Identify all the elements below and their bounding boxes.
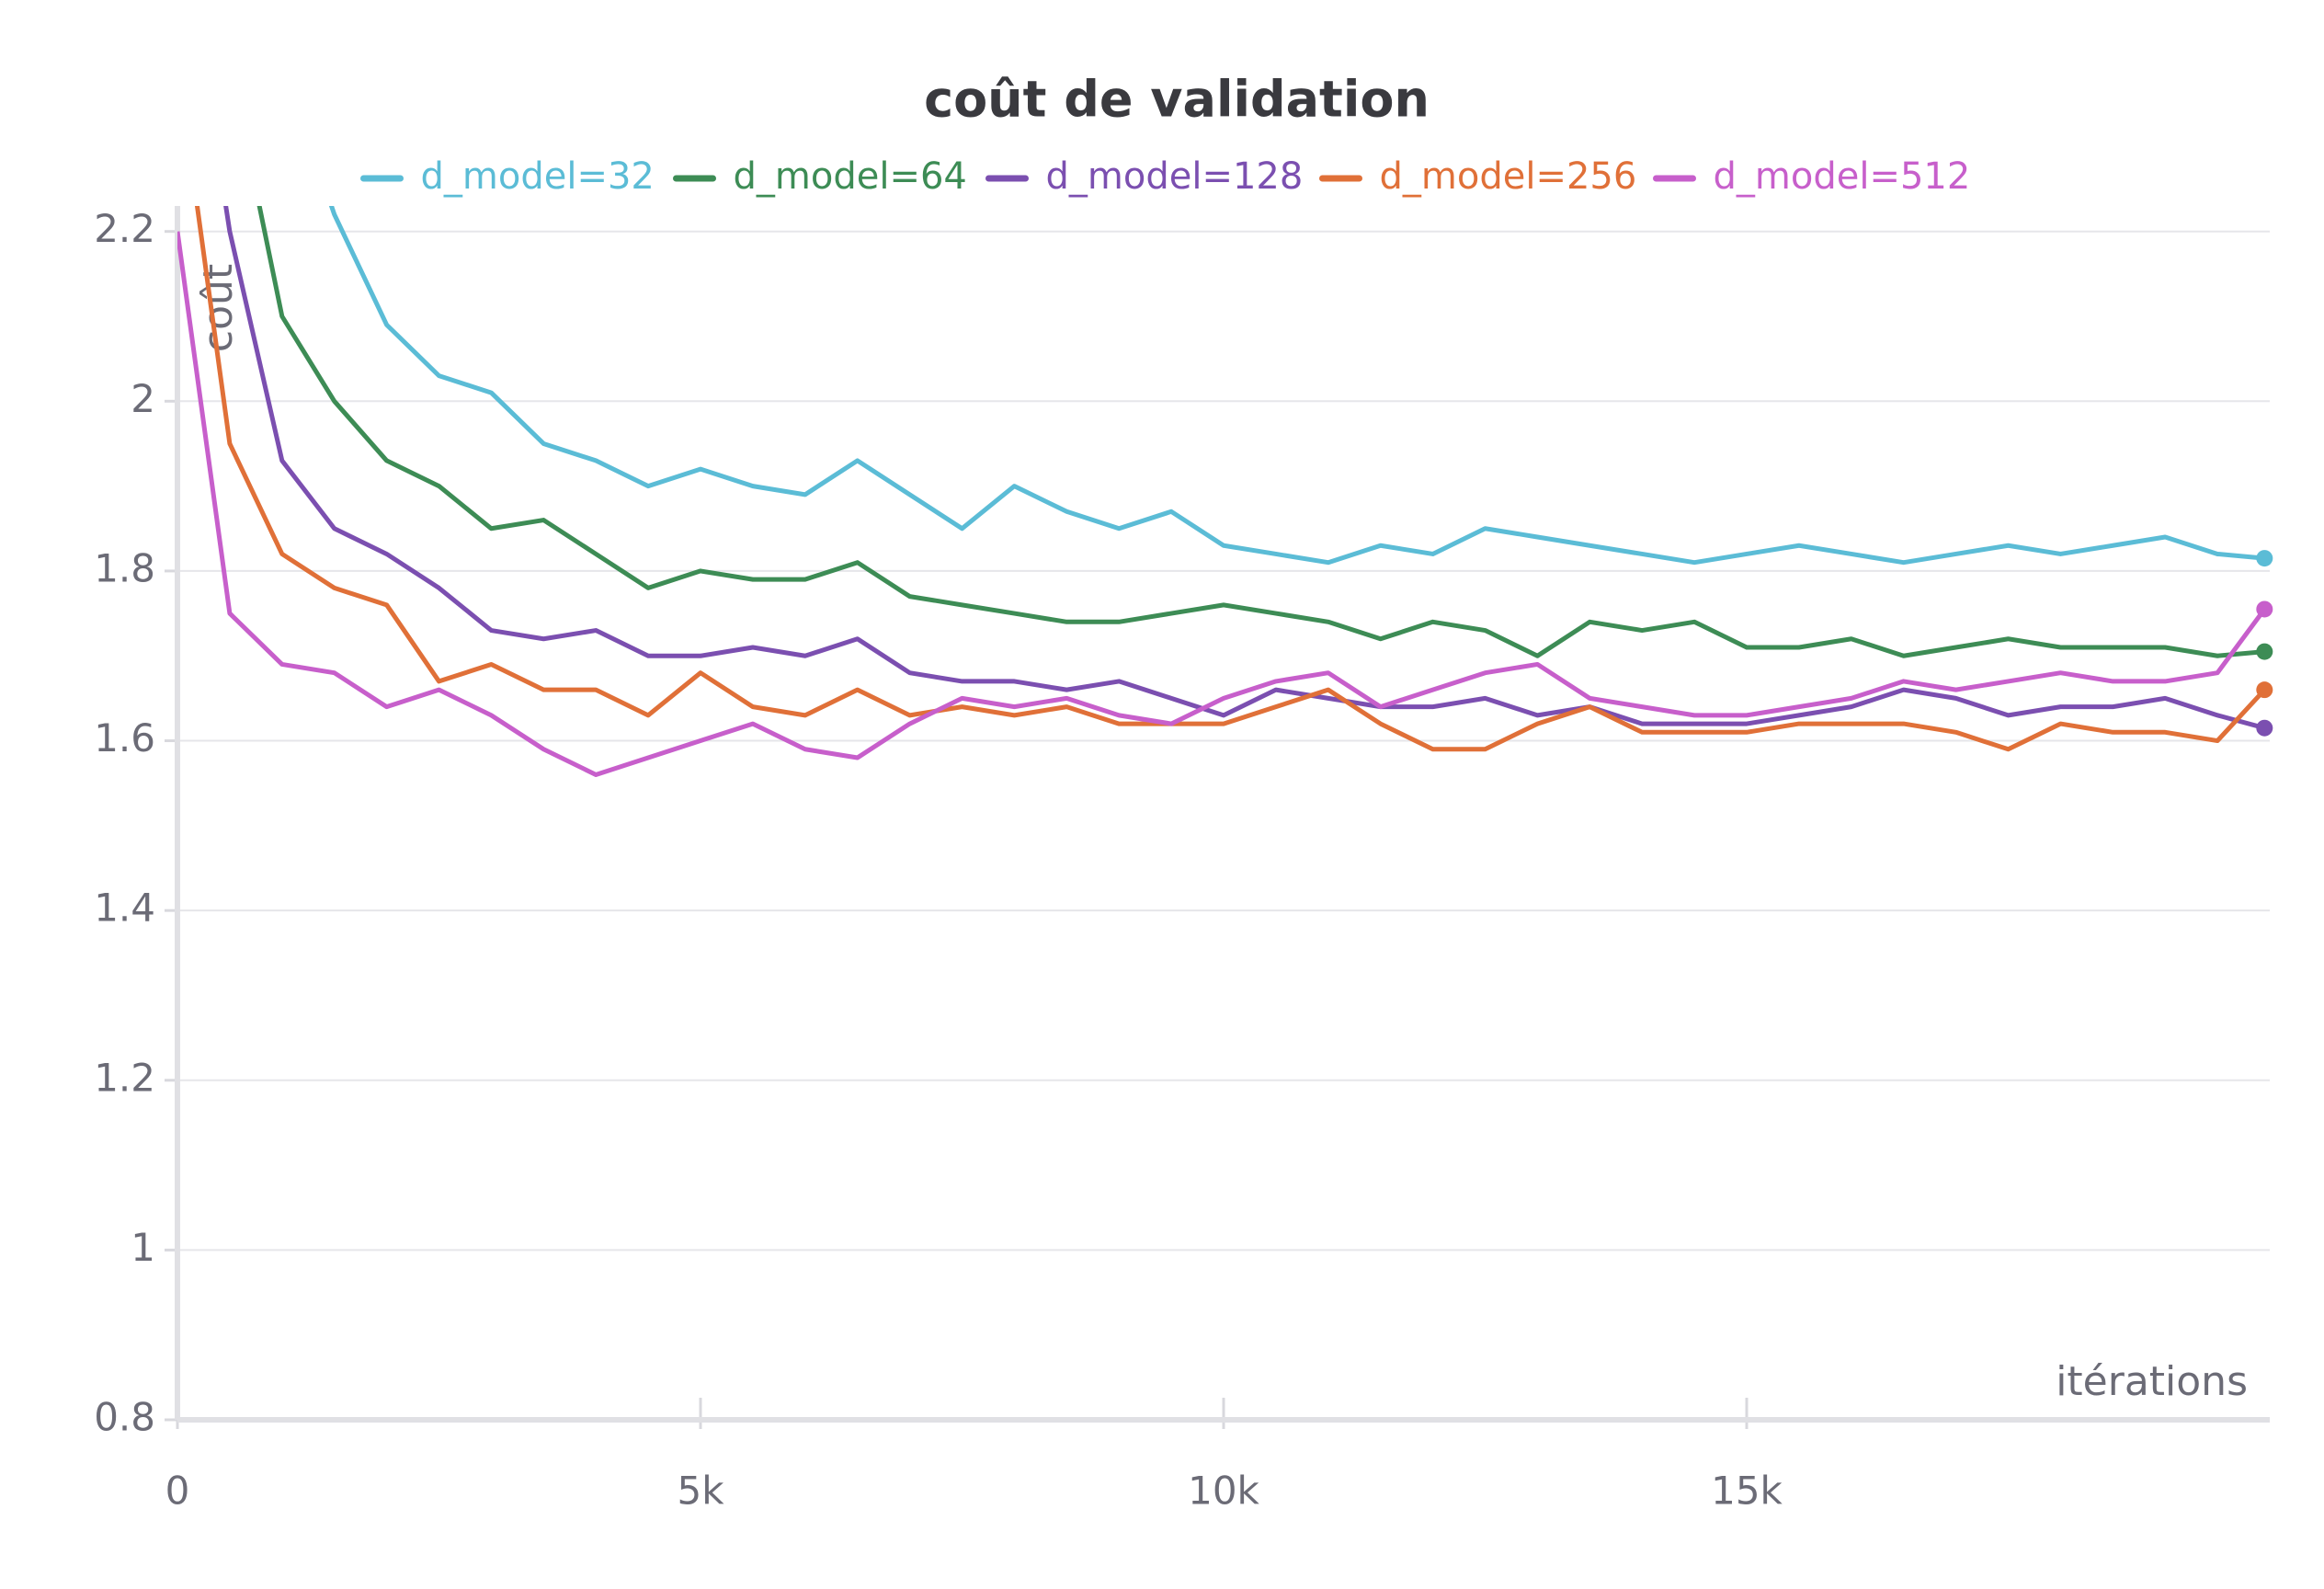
series [223, 206, 2265, 731]
end-point [2256, 643, 2273, 660]
legend-label: d_model=128 [1046, 155, 1304, 198]
y-tick-label: 2.2 [94, 206, 155, 251]
y-tick-label: 1 [131, 1225, 155, 1270]
y-tick-label: 1.4 [94, 886, 155, 931]
y-tick-label: 0.8 [94, 1395, 155, 1440]
x-tick-label: 5k [677, 1469, 724, 1514]
end-point [2256, 719, 2273, 737]
legend-label: d_model=256 [1380, 155, 1637, 198]
x-tick-label: 15k [1711, 1469, 1783, 1514]
legend-label: d_model=64 [734, 155, 967, 198]
y-tick-label: 1.8 [94, 545, 155, 590]
y-axis-label: coût [195, 264, 242, 352]
chart-title: coût de validation [924, 71, 1430, 129]
y-tick-label: 1.6 [94, 715, 155, 760]
line [223, 206, 2265, 731]
line [177, 231, 2267, 777]
x-tick-label: 10k [1188, 1469, 1259, 1514]
end-point [2256, 550, 2273, 567]
legend-label: d_model=32 [421, 155, 655, 198]
end-point [2256, 600, 2273, 618]
x-tick-label: 0 [165, 1469, 190, 1514]
legend-label: d_model=512 [1714, 155, 1971, 198]
series [256, 206, 2265, 658]
x-axis-label: itérations [2056, 1358, 2248, 1405]
line [256, 206, 2265, 658]
series [177, 231, 2267, 777]
end-point [2256, 681, 2273, 699]
line [328, 206, 2265, 566]
y-tick-label: 2 [131, 376, 155, 421]
line [194, 206, 2267, 752]
series [194, 206, 2267, 752]
y-tick-label: 1.2 [94, 1055, 155, 1100]
series [328, 206, 2265, 566]
